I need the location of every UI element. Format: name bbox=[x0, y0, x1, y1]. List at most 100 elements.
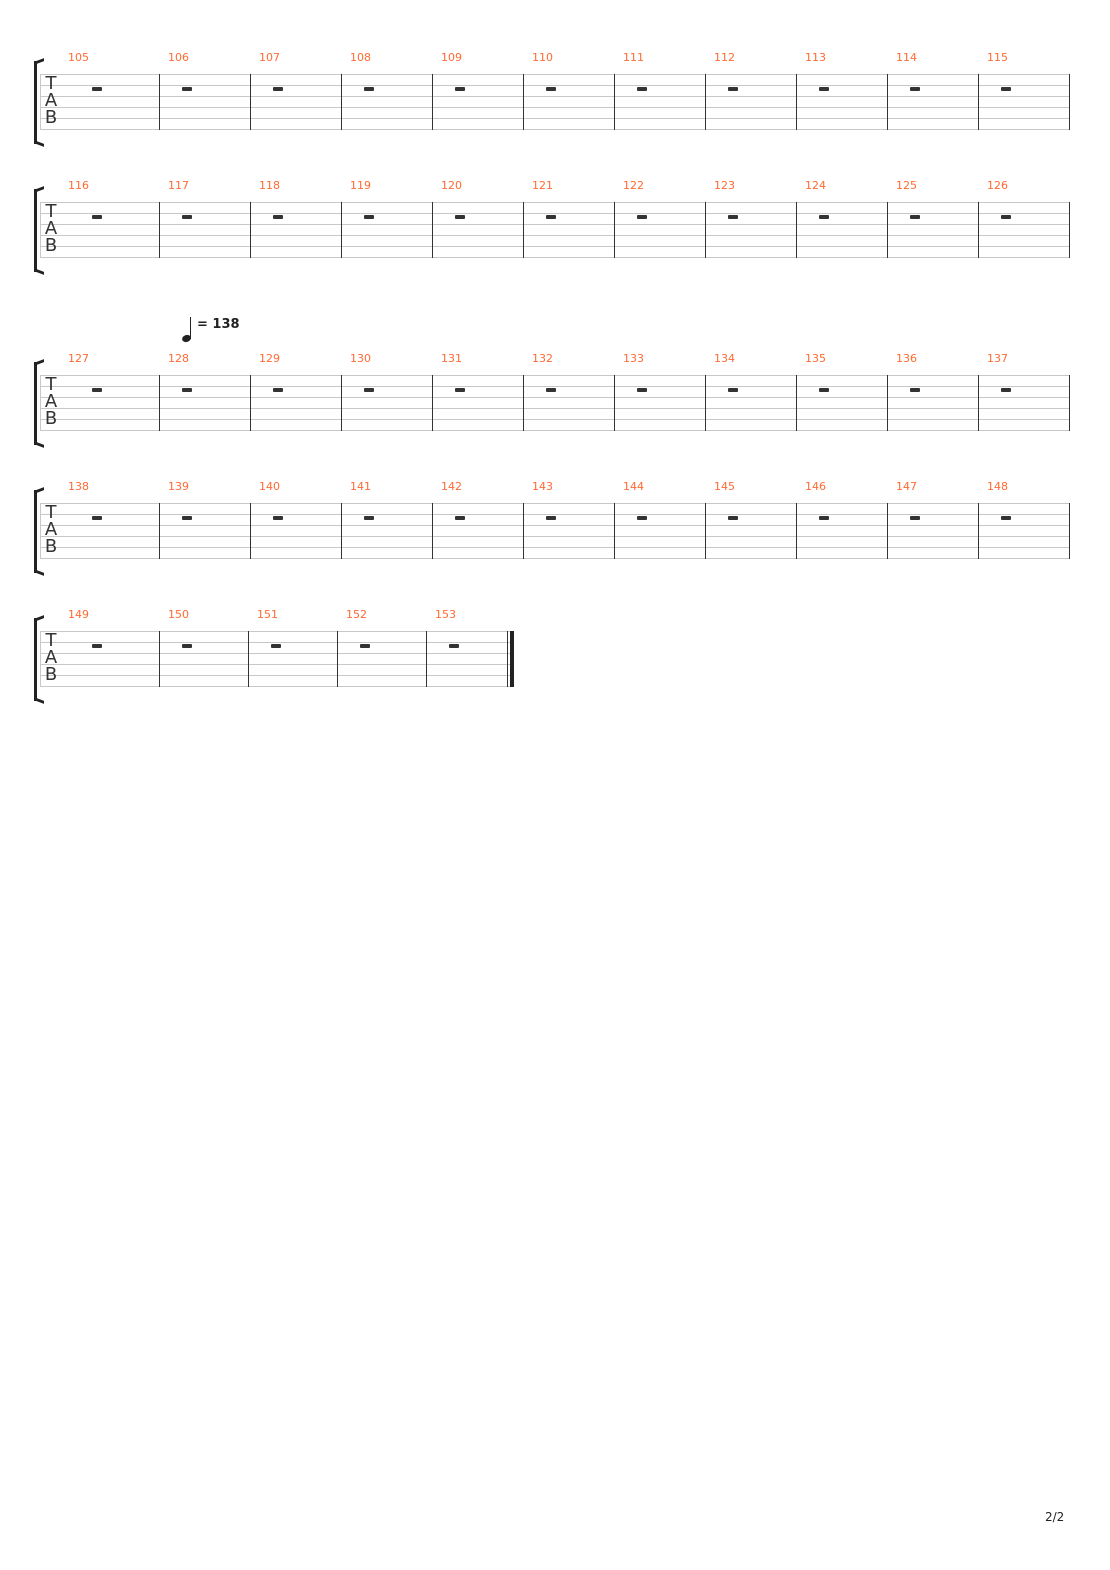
measure-number: 151 bbox=[257, 608, 278, 621]
tab-clef-letter: A bbox=[44, 218, 58, 239]
system-bracket bbox=[34, 490, 37, 573]
page-number: 2/2 bbox=[1045, 1510, 1065, 1524]
staff-line bbox=[40, 419, 1069, 420]
barline bbox=[159, 503, 160, 559]
measure-number: 127 bbox=[68, 352, 89, 365]
staff-line bbox=[40, 129, 1069, 130]
tab-clef-letter: A bbox=[44, 391, 58, 412]
staff-line bbox=[40, 118, 1069, 119]
barline bbox=[705, 503, 706, 559]
barline bbox=[250, 74, 251, 130]
barline bbox=[705, 74, 706, 130]
barline bbox=[432, 375, 433, 431]
barline bbox=[978, 503, 979, 559]
barline bbox=[614, 202, 615, 258]
barline bbox=[341, 202, 342, 258]
whole-rest bbox=[910, 215, 920, 219]
barline bbox=[341, 375, 342, 431]
tab-clef-letter: A bbox=[44, 519, 58, 540]
measure-number: 150 bbox=[168, 608, 189, 621]
bracket-top bbox=[34, 186, 44, 193]
whole-rest bbox=[910, 388, 920, 392]
whole-rest bbox=[273, 215, 283, 219]
whole-rest bbox=[92, 87, 102, 91]
measure-number: 139 bbox=[168, 480, 189, 493]
bracket-bottom bbox=[34, 697, 44, 704]
barline bbox=[432, 74, 433, 130]
staff-line bbox=[40, 246, 1069, 247]
barline bbox=[159, 202, 160, 258]
system-bracket bbox=[34, 618, 37, 701]
staff-line bbox=[40, 503, 1069, 504]
staff-line bbox=[40, 525, 1069, 526]
measure-number: 140 bbox=[259, 480, 280, 493]
measure-number: 148 bbox=[987, 480, 1008, 493]
measure-number: 110 bbox=[532, 51, 553, 64]
measure-number: 125 bbox=[896, 179, 917, 192]
measure-number: 143 bbox=[532, 480, 553, 493]
barline bbox=[978, 375, 979, 431]
barline bbox=[40, 375, 41, 431]
bracket-top bbox=[34, 58, 44, 65]
measure-number: 108 bbox=[350, 51, 371, 64]
staff-line bbox=[40, 536, 1069, 537]
barline bbox=[426, 631, 427, 687]
measure-number: 153 bbox=[435, 608, 456, 621]
whole-rest bbox=[910, 516, 920, 520]
whole-rest bbox=[455, 87, 465, 91]
staff-line bbox=[40, 664, 512, 665]
measure-number: 135 bbox=[805, 352, 826, 365]
staff-line bbox=[40, 386, 1069, 387]
staff-line bbox=[40, 653, 512, 654]
whole-rest bbox=[364, 215, 374, 219]
measure-number: 105 bbox=[68, 51, 89, 64]
barline bbox=[248, 631, 249, 687]
whole-rest bbox=[360, 644, 370, 648]
whole-rest bbox=[546, 388, 556, 392]
whole-rest bbox=[273, 516, 283, 520]
measure-number: 109 bbox=[441, 51, 462, 64]
measure-number: 138 bbox=[68, 480, 89, 493]
tab-clef-letter: B bbox=[44, 107, 58, 128]
whole-rest bbox=[273, 87, 283, 91]
whole-rest bbox=[182, 388, 192, 392]
measure-number: 136 bbox=[896, 352, 917, 365]
tab-clef-letter: B bbox=[44, 235, 58, 256]
bracket-bottom bbox=[34, 268, 44, 275]
whole-rest bbox=[364, 516, 374, 520]
measure-number: 149 bbox=[68, 608, 89, 621]
final-barline bbox=[510, 631, 514, 687]
barline bbox=[796, 375, 797, 431]
staff-line bbox=[40, 514, 1069, 515]
whole-rest bbox=[455, 388, 465, 392]
staff-line bbox=[40, 631, 512, 632]
barline bbox=[337, 631, 338, 687]
whole-rest bbox=[92, 388, 102, 392]
tab-clef-letter: T bbox=[45, 73, 57, 94]
whole-rest bbox=[728, 215, 738, 219]
measure-number: 152 bbox=[346, 608, 367, 621]
whole-rest bbox=[637, 388, 647, 392]
measure-number: 137 bbox=[987, 352, 1008, 365]
barline bbox=[250, 375, 251, 431]
staff-line bbox=[40, 107, 1069, 108]
measure-number: 111 bbox=[623, 51, 644, 64]
staff-line bbox=[40, 96, 1069, 97]
whole-rest bbox=[182, 516, 192, 520]
staff-line bbox=[40, 375, 1069, 376]
whole-rest bbox=[273, 388, 283, 392]
barline bbox=[614, 503, 615, 559]
quarter-note-stem bbox=[190, 317, 191, 339]
system-bracket bbox=[34, 362, 37, 445]
whole-rest bbox=[1001, 516, 1011, 520]
barline bbox=[432, 202, 433, 258]
tab-clef-letter: B bbox=[44, 664, 58, 685]
whole-rest bbox=[1001, 388, 1011, 392]
measure-number: 130 bbox=[350, 352, 371, 365]
barline bbox=[1069, 503, 1070, 559]
whole-rest bbox=[819, 516, 829, 520]
whole-rest bbox=[546, 87, 556, 91]
barline bbox=[523, 503, 524, 559]
whole-rest bbox=[182, 87, 192, 91]
